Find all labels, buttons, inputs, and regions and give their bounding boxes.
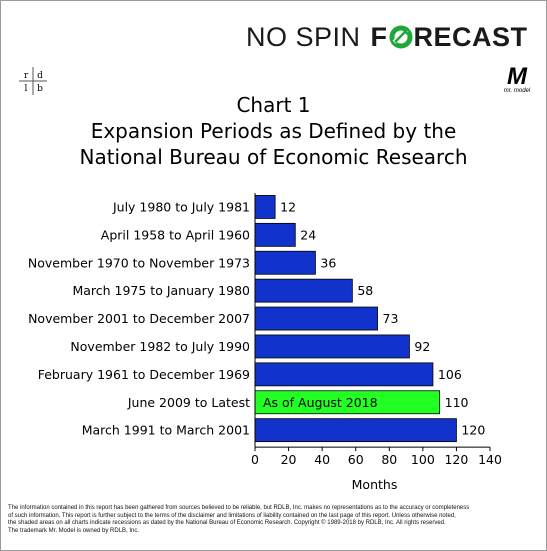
data-label: 110 <box>445 395 469 410</box>
category-label: March 1991 to March 2001 <box>82 423 250 438</box>
category-label: April 1958 to April 1960 <box>101 227 250 242</box>
category-label: June 2009 to Latest <box>127 395 250 410</box>
bar <box>254 250 316 275</box>
category-label: July 1980 to July 1981 <box>112 199 250 214</box>
data-label: 58 <box>357 283 373 298</box>
disclaimer: The information contained in this report… <box>8 505 541 535</box>
rdlb-letter-l: l <box>25 84 28 94</box>
x-tick-label: 120 <box>444 452 468 467</box>
rdlb-logo-icon: r d l b <box>19 67 47 95</box>
brand-logo: NO SPIN F RECAST <box>246 22 528 53</box>
category-label: February 1961 to December 1969 <box>38 367 250 382</box>
x-tick-label: 140 <box>478 452 502 467</box>
rdlb-letter-d: d <box>37 71 43 81</box>
bar <box>254 418 457 443</box>
bar <box>254 334 410 359</box>
data-label: 106 <box>438 367 462 382</box>
disclaimer-line-2: of such information. This report is furt… <box>8 512 456 519</box>
bar <box>254 222 296 247</box>
data-label: 92 <box>414 339 430 354</box>
chart-title-line-2: Expansion Periods as Defined by the <box>90 119 457 143</box>
bar <box>254 362 434 387</box>
bar-annotation: As of August 2018 <box>263 395 378 410</box>
data-label: 120 <box>461 423 485 438</box>
rdlb-letter-b: b <box>37 84 43 94</box>
x-tick-label: 80 <box>381 452 397 467</box>
chart-title-line-1: Chart 1 <box>236 93 311 117</box>
category-label: November 2001 to December 2007 <box>28 311 250 326</box>
category-label: March 1975 to January 1980 <box>72 283 250 298</box>
data-label: 73 <box>383 311 399 326</box>
data-label: 24 <box>300 227 316 242</box>
mr-model-tagline: mr. model <box>504 88 531 94</box>
brand-f: F <box>370 22 388 52</box>
data-label: 36 <box>320 255 336 270</box>
disclaimer-line-3: the shaded areas on all charts indicate … <box>8 520 446 526</box>
bar <box>254 195 276 219</box>
data-label: 12 <box>280 199 296 214</box>
x-tick-label: 40 <box>314 452 330 467</box>
x-axis-title: Months <box>352 477 398 492</box>
category-label: November 1982 to July 1990 <box>70 339 250 354</box>
x-tick-label: 0 <box>251 452 259 467</box>
x-tick-label: 100 <box>411 452 435 467</box>
rdlb-letter-r: r <box>24 71 29 81</box>
mr-model-logo-icon: M mr. model <box>504 63 531 94</box>
x-tick-label: 20 <box>281 452 297 467</box>
brand-no-spin: NO SPIN <box>246 22 361 52</box>
bar <box>254 306 378 331</box>
chart-title-line-3: National Bureau of Economic Research <box>79 145 468 169</box>
brand-o-arrow-icon <box>389 25 413 49</box>
disclaimer-line-4: The trademark Mr. Model is owned by RDLB… <box>8 527 140 534</box>
mr-model-mark: M <box>507 63 528 90</box>
x-tick-label: 60 <box>348 452 364 467</box>
bar <box>254 278 353 303</box>
brand-recast: RECAST <box>413 22 528 52</box>
bar-chart: July 1980 to July 1981 12 April 1958 to Ap… <box>28 193 502 492</box>
disclaimer-line-1: The information contained in this report… <box>8 505 470 511</box>
category-label: November 1970 to November 1973 <box>28 255 250 270</box>
